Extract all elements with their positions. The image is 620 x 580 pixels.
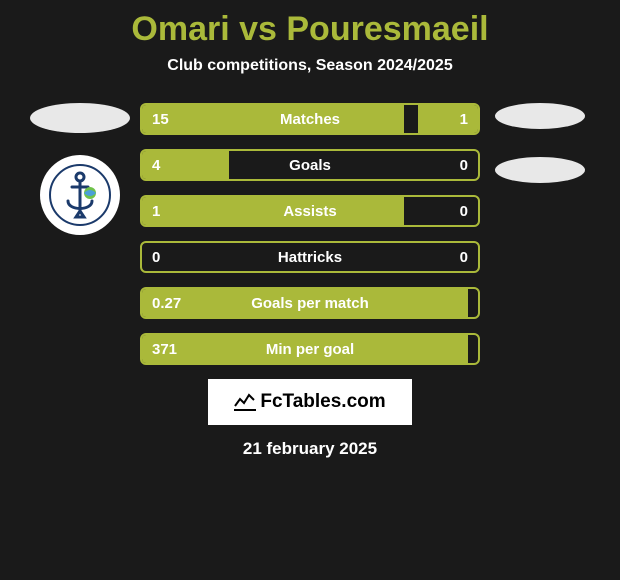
stat-right-value: 0 (413, 249, 468, 266)
stat-row-assists: 1Assists0 (140, 195, 480, 227)
stat-right-value: 1 (413, 111, 468, 128)
stat-label: Goals per match (207, 295, 413, 312)
chart-icon (234, 391, 256, 411)
stat-label: Assists (207, 203, 413, 220)
stat-left-value: 371 (152, 341, 207, 358)
player-left-avatar (30, 103, 130, 133)
stat-left-value: 4 (152, 157, 207, 174)
date-text: 21 february 2025 (0, 439, 620, 459)
anchor-crest-icon (48, 163, 112, 227)
stat-label: Hattricks (207, 249, 413, 266)
stat-row-goals: 4Goals0 (140, 149, 480, 181)
stat-row-min-per-goal: 371Min per goal (140, 333, 480, 365)
page-title: Omari vs Pouresmaeil (0, 10, 620, 49)
right-player-col (490, 103, 590, 183)
stat-left-value: 0.27 (152, 295, 207, 312)
stat-left-value: 0 (152, 249, 207, 266)
brand-text: FcTables.com (260, 391, 385, 412)
stat-left-value: 1 (152, 203, 207, 220)
left-player-col (30, 103, 130, 235)
stat-right-value: 0 (413, 157, 468, 174)
stats-bars: 15Matches14Goals01Assists00Hattricks00.2… (140, 103, 480, 365)
comparison-content: 15Matches14Goals01Assists00Hattricks00.2… (0, 103, 620, 365)
page-subtitle: Club competitions, Season 2024/2025 (0, 57, 620, 75)
stat-label: Matches (207, 111, 413, 128)
stat-right-value: 0 (413, 203, 468, 220)
stat-row-hattricks: 0Hattricks0 (140, 241, 480, 273)
stat-label: Goals (207, 157, 413, 174)
stat-label: Min per goal (207, 341, 413, 358)
brand-box: FcTables.com (208, 379, 411, 425)
player-left-crest (40, 155, 120, 235)
player-right-avatar-2 (495, 157, 585, 183)
stat-row-matches: 15Matches1 (140, 103, 480, 135)
player-right-avatar-1 (495, 103, 585, 129)
stat-row-goals-per-match: 0.27Goals per match (140, 287, 480, 319)
stat-left-value: 15 (152, 111, 207, 128)
footer: FcTables.com 21 february 2025 (0, 379, 620, 459)
